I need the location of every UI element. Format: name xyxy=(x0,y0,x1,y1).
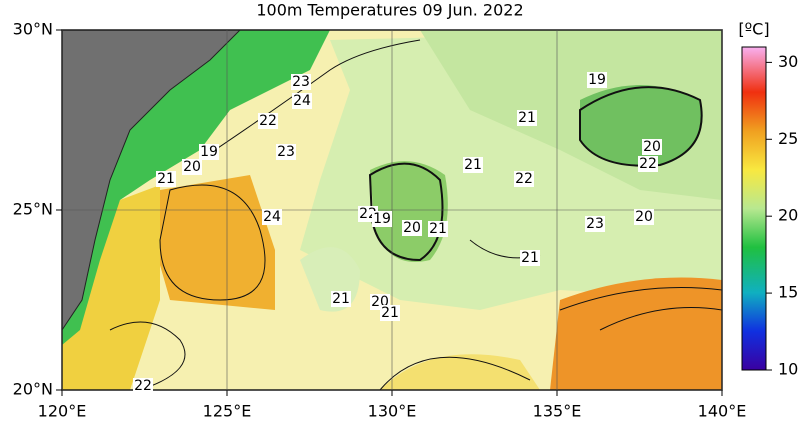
lon-label: 140°E xyxy=(698,402,747,421)
contour-label: 22 xyxy=(515,171,533,187)
lon-label: 120°E xyxy=(38,402,87,421)
contour-label-bg xyxy=(642,139,662,155)
contour-label: 20 xyxy=(183,159,201,175)
colorbar-tick-label: 30 xyxy=(778,52,798,71)
contour-label-bg xyxy=(514,171,534,187)
contour-label-bg xyxy=(517,110,537,126)
contour-label-bg xyxy=(199,144,219,160)
contour-label: 20 xyxy=(643,139,661,155)
colorbar-tick-label: 15 xyxy=(778,283,798,302)
contour-label: 22 xyxy=(134,378,152,394)
contour-label: 20 xyxy=(403,220,421,236)
lat-label: 25°N xyxy=(13,200,53,219)
contour-label: 21 xyxy=(332,291,350,307)
contour-label-bg xyxy=(133,378,153,394)
colorbar-tick-label: 20 xyxy=(778,206,798,225)
contour-label-bg xyxy=(291,74,311,90)
contour-label-bg xyxy=(463,157,483,173)
contour-label-bg xyxy=(428,221,448,237)
contour-label: 21 xyxy=(381,305,399,321)
contour-label: 20 xyxy=(635,209,653,225)
contour-label-bg xyxy=(182,159,202,175)
colorbar-tick-label: 10 xyxy=(778,360,798,379)
contour-label: 19 xyxy=(200,144,218,160)
contour-label: 24 xyxy=(263,209,281,225)
warm-area xyxy=(62,185,160,390)
contour-label-bg xyxy=(380,305,400,321)
contour-label: 23 xyxy=(586,216,604,232)
contour-label: 21 xyxy=(157,171,175,187)
contour-label-bg xyxy=(258,113,278,129)
warm-core xyxy=(550,277,722,390)
contour-label: 23 xyxy=(292,74,310,90)
lon-label: 130°E xyxy=(368,402,417,421)
cool-eddy xyxy=(580,85,702,166)
contour-label-bg xyxy=(276,144,296,160)
contour-label-bg xyxy=(520,250,540,266)
colorbar xyxy=(741,46,767,371)
colorbar-tick-label: 25 xyxy=(778,129,798,148)
contour-label-bg xyxy=(402,220,422,236)
warm-core xyxy=(150,175,275,310)
lon-label: 125°E xyxy=(203,402,252,421)
contour-label: 22 xyxy=(639,156,657,172)
contour-label-bg xyxy=(372,211,392,227)
contour-label: 21 xyxy=(429,221,447,237)
contour-label-bg xyxy=(634,209,654,225)
contour-label: 22 xyxy=(259,113,277,129)
contour-label: 21 xyxy=(464,157,482,173)
lon-label: 135°E xyxy=(533,402,582,421)
contour-label: 21 xyxy=(518,110,536,126)
lat-label: 20°N xyxy=(13,380,53,399)
lat-label: 30°N xyxy=(13,20,53,39)
contour-label: 19 xyxy=(373,211,391,227)
contour-label-bg xyxy=(587,72,607,88)
contour-label: 23 xyxy=(277,144,295,160)
land xyxy=(62,30,241,331)
map-title: 100m Temperatures 09 Jun. 2022 xyxy=(256,1,523,20)
contour-label-bg xyxy=(638,156,658,172)
contour-label: 24 xyxy=(293,93,311,109)
contour-label-bg xyxy=(292,93,312,109)
contour-label: 21 xyxy=(521,250,539,266)
warm-area xyxy=(380,354,540,390)
contour-label-bg xyxy=(585,216,605,232)
contour-label-bg xyxy=(262,209,282,225)
colorbar-unit: [ºC] xyxy=(738,20,769,39)
contour-label-bg xyxy=(156,171,176,187)
contour-label-bg xyxy=(331,291,351,307)
contour-label: 19 xyxy=(588,72,606,88)
